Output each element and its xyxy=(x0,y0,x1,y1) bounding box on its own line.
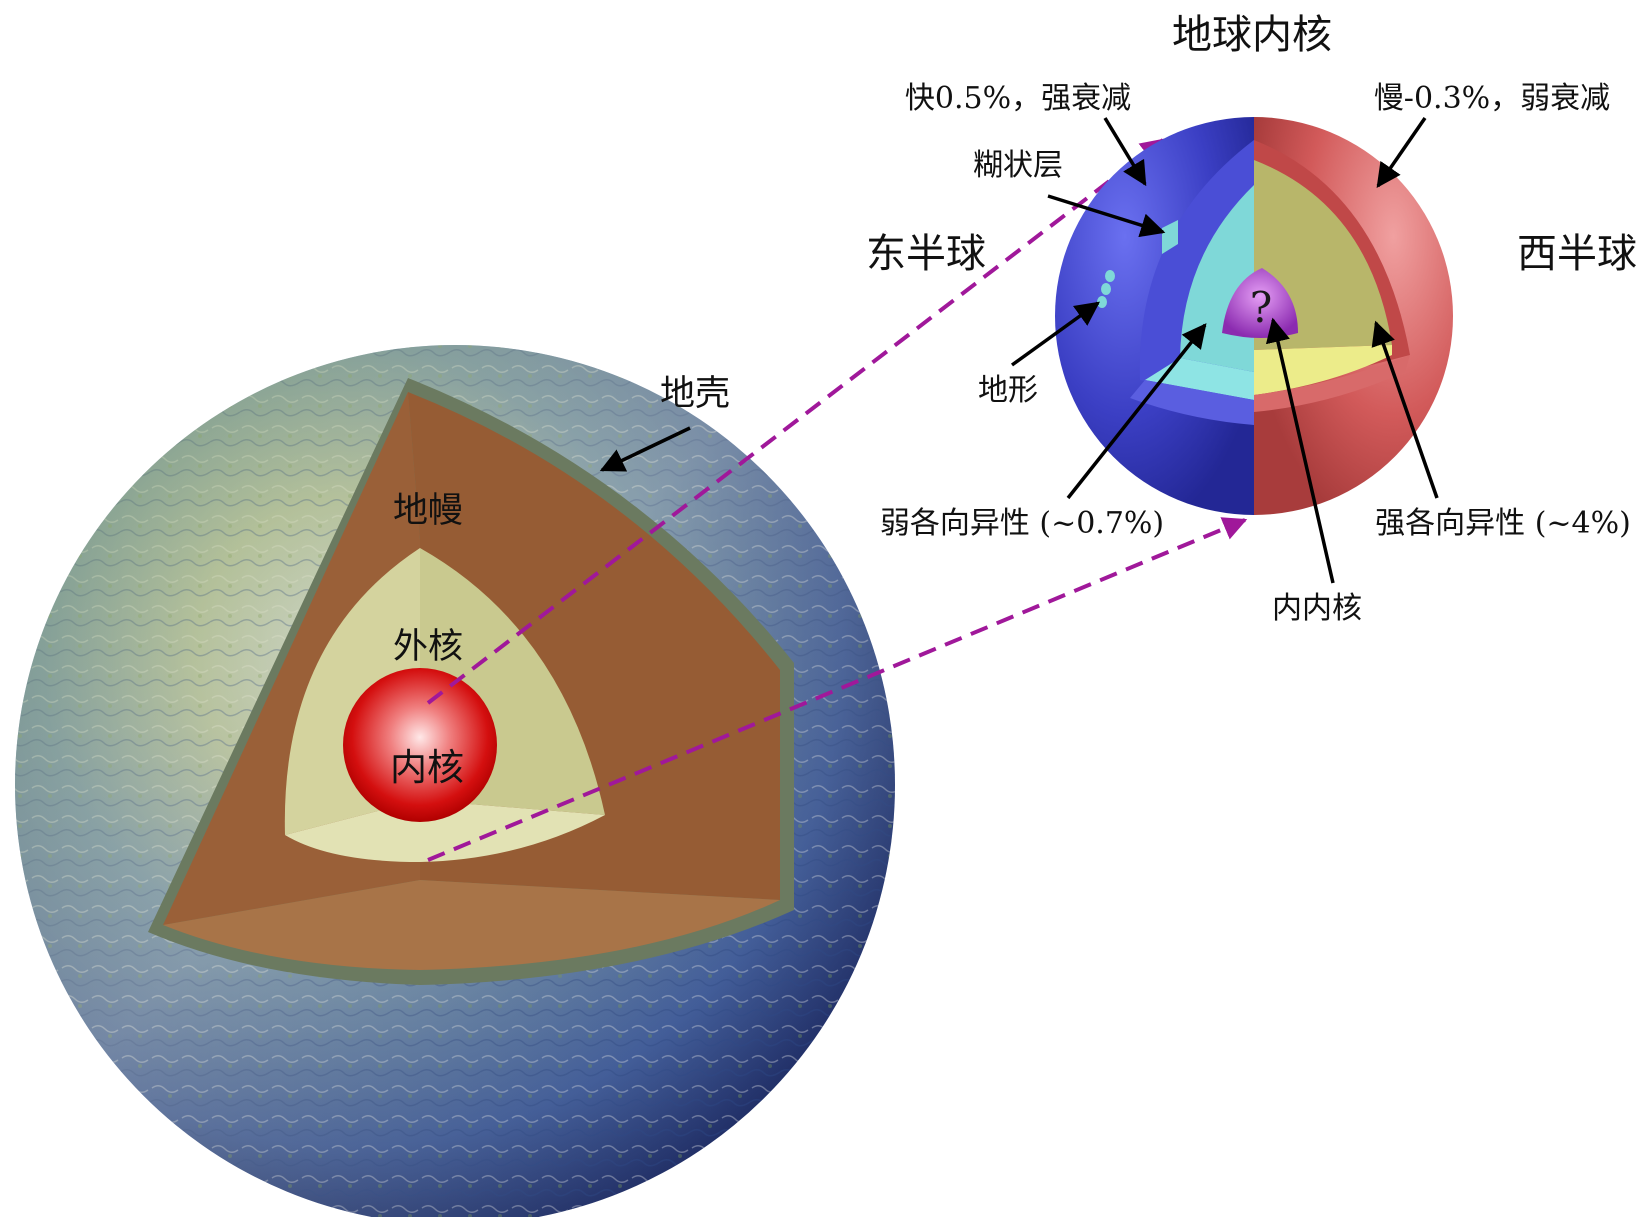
topography-label: 地形 xyxy=(978,373,1038,408)
question-mark: ? xyxy=(1250,283,1273,332)
innermost-core-label: 内内核 xyxy=(1272,591,1362,626)
topography-arrow xyxy=(1010,301,1100,367)
inner-core-sphere xyxy=(343,668,497,822)
outer-core-label: 外核 xyxy=(393,627,463,667)
east-hemisphere-label: 东半球 xyxy=(866,231,986,277)
east-blue-bottom xyxy=(1130,380,1254,425)
mushy-layer-arrow xyxy=(1047,194,1166,238)
connector-bottom-dashed xyxy=(427,517,1248,862)
topography-dot xyxy=(1097,296,1107,308)
outer-core-bottom xyxy=(285,800,605,862)
weak-anisotropy-label: 弱各向异性 (~0.7%) xyxy=(880,506,1164,541)
west-surface-arrow xyxy=(1376,117,1427,189)
inner-core-title: 地球内核 xyxy=(1172,12,1332,58)
innermost-core-arrow xyxy=(1265,317,1335,584)
inner-core-detail: ? xyxy=(1055,117,1453,515)
mantle-label: 地幔 xyxy=(393,491,463,531)
topography-dot xyxy=(1105,270,1115,282)
east-surface-note: 快0.5%，强衰减 xyxy=(905,81,1131,116)
earth-globe xyxy=(15,345,895,1217)
mushy-layer-patch xyxy=(1162,220,1178,254)
connector-top-dashed xyxy=(426,138,1165,705)
strong-anisotropy-arrow xyxy=(1371,320,1439,499)
east-surface-arrow xyxy=(1103,117,1147,187)
mushy-layer-label: 糊状层 xyxy=(973,148,1063,183)
crust-label: 地壳 xyxy=(660,374,730,414)
west-surface-note: 慢-0.3%，弱衰减 xyxy=(1374,81,1610,116)
west-hemisphere-label: 西半球 xyxy=(1517,231,1637,277)
west-red-bottom xyxy=(1254,355,1410,412)
topography-dot xyxy=(1101,283,1111,295)
mantle-bottom-face xyxy=(163,880,780,970)
inner-core-label: 内核 xyxy=(390,746,464,789)
strong-anisotropy-label: 强各向异性 (~4%) xyxy=(1375,506,1631,541)
weak-anisotropy-arrow xyxy=(1066,323,1207,500)
crust-arrow xyxy=(599,426,691,472)
